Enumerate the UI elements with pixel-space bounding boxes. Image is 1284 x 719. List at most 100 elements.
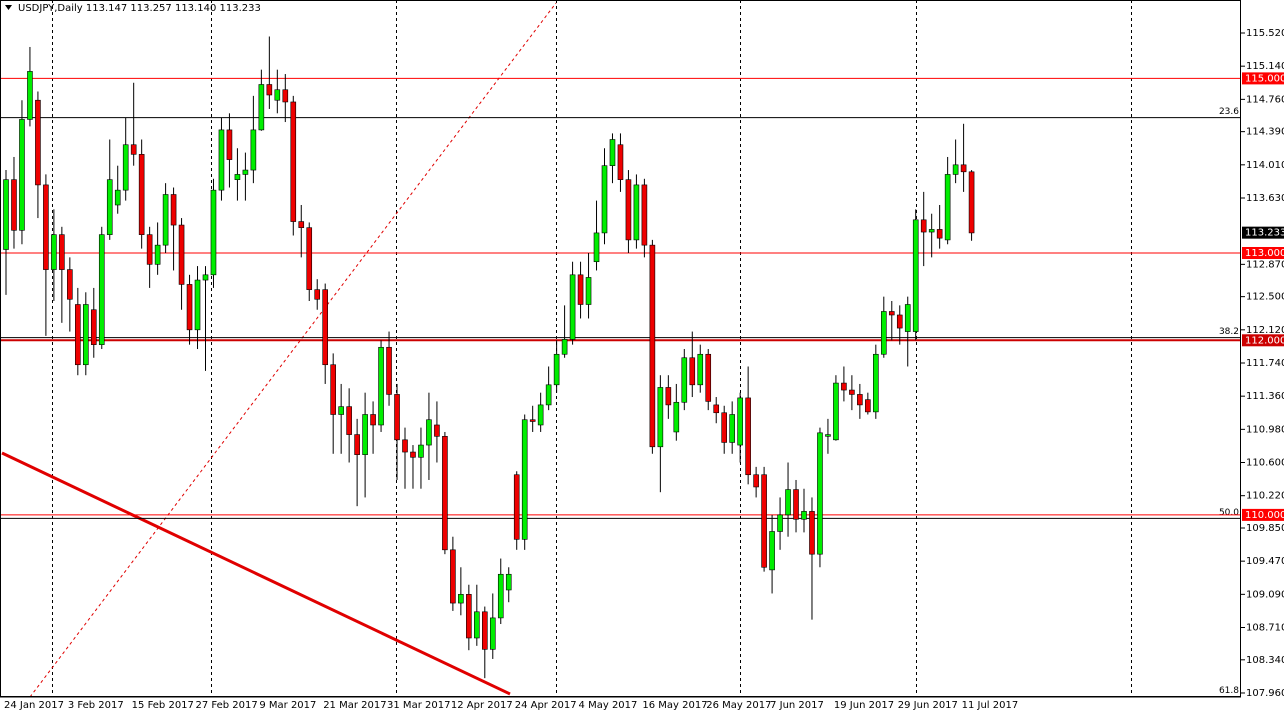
candle-body (346, 406, 352, 435)
x-tick-label: 9 Mar 2017 (259, 700, 316, 711)
candle-body (920, 219, 927, 233)
candle-body (418, 444, 424, 458)
candle-body (769, 531, 775, 571)
y-tick-label: 111.740 (1246, 358, 1284, 369)
candle-body (170, 194, 177, 226)
candle-body (705, 353, 712, 402)
candle-body (35, 99, 41, 186)
candle-body (513, 474, 520, 540)
x-tick-label: 29 Jun 2017 (898, 700, 958, 711)
candle-body (266, 84, 273, 96)
price-level-box (1242, 246, 1284, 259)
y-tick-label: 115.520 (1246, 28, 1284, 39)
candle-body (737, 397, 743, 446)
y-tick-label: 111.360 (1246, 391, 1284, 402)
candle-body (330, 364, 336, 415)
last-price-box (1242, 226, 1284, 239)
price-level-box (1242, 72, 1284, 85)
x-tick-label: 4 May 2017 (579, 700, 638, 711)
y-tick-label: 109.090 (1246, 589, 1284, 600)
candle-body (577, 274, 584, 305)
y-tick-label: 114.390 (1246, 127, 1284, 138)
candle-body (306, 227, 313, 290)
candle-body (83, 304, 89, 366)
y-tick-label: 112.500 (1246, 292, 1284, 303)
candle-body (801, 511, 807, 520)
candle-body (178, 224, 185, 285)
y-tick-label: 110.980 (1246, 424, 1284, 435)
candle-body (657, 387, 664, 448)
candle-body (944, 174, 951, 241)
candle-body (793, 489, 799, 520)
candle-body (362, 414, 368, 455)
y-tick-label: 109.470 (1246, 556, 1284, 567)
candle-body (489, 617, 496, 650)
fib-label: 23.6 (1219, 107, 1239, 117)
candle-body (689, 357, 696, 386)
candle-body (218, 129, 225, 191)
candle-body (497, 573, 504, 619)
candle-body (434, 424, 440, 437)
candle-body (186, 284, 193, 331)
candle-body (633, 184, 640, 241)
candle-body (952, 164, 959, 175)
candle-body (386, 346, 392, 395)
candle-body (282, 89, 289, 103)
candle-body (19, 119, 25, 231)
candle-body (481, 611, 488, 650)
y-tick-label: 112.120 (1246, 325, 1284, 336)
candle-body (745, 397, 751, 476)
candle-body (873, 353, 879, 413)
candle-body (641, 184, 648, 246)
price-level-box (1242, 334, 1284, 347)
candle-body (298, 221, 305, 228)
candle-body (234, 174, 241, 180)
y-tick-label: 113.630 (1246, 193, 1284, 204)
trend-line (1, 451, 511, 696)
candle-body (896, 314, 903, 329)
candle-body (354, 434, 360, 455)
candle-body (154, 244, 161, 265)
y-tick-label: 114.760 (1246, 94, 1284, 105)
candle-body (250, 129, 257, 171)
candle-body (402, 439, 408, 453)
candle-body (833, 382, 839, 441)
candle-body (466, 594, 472, 639)
candle-body (410, 451, 416, 458)
candle-body (968, 171, 975, 234)
candle-body (601, 165, 608, 234)
y-tick-label: 115.140 (1246, 61, 1284, 72)
candle-body (242, 169, 249, 175)
candle-body (880, 311, 887, 355)
candle-body (529, 419, 536, 422)
candle-body (841, 382, 847, 391)
candle-body (458, 594, 464, 604)
y-tick-label: 112.870 (1246, 259, 1284, 270)
candle-body (649, 244, 656, 448)
candle-body (761, 474, 767, 568)
candle-body (912, 219, 919, 332)
candle-body (777, 514, 783, 532)
x-tick-label: 11 Jul 2017 (962, 700, 1019, 711)
candle-body (697, 353, 704, 386)
candle-body (713, 404, 720, 414)
x-tick-label: 21 Mar 2017 (323, 700, 386, 711)
price-level-label: 115.000 (1245, 73, 1284, 84)
candle-body (609, 139, 616, 166)
fib-label: 50.0 (1219, 508, 1239, 518)
candle-body (226, 129, 233, 160)
candle-body (585, 277, 592, 305)
candle-body (474, 611, 480, 639)
candle-body (721, 412, 728, 443)
menu-icon[interactable] (5, 5, 12, 10)
candle-body (505, 573, 512, 591)
price-level-label: 110.000 (1245, 510, 1284, 521)
price-level-box (1242, 508, 1284, 521)
candle-body (593, 232, 600, 263)
candle-body (537, 404, 544, 426)
candle-body (665, 387, 672, 406)
candle-body (569, 274, 576, 340)
candle-body (290, 101, 297, 222)
